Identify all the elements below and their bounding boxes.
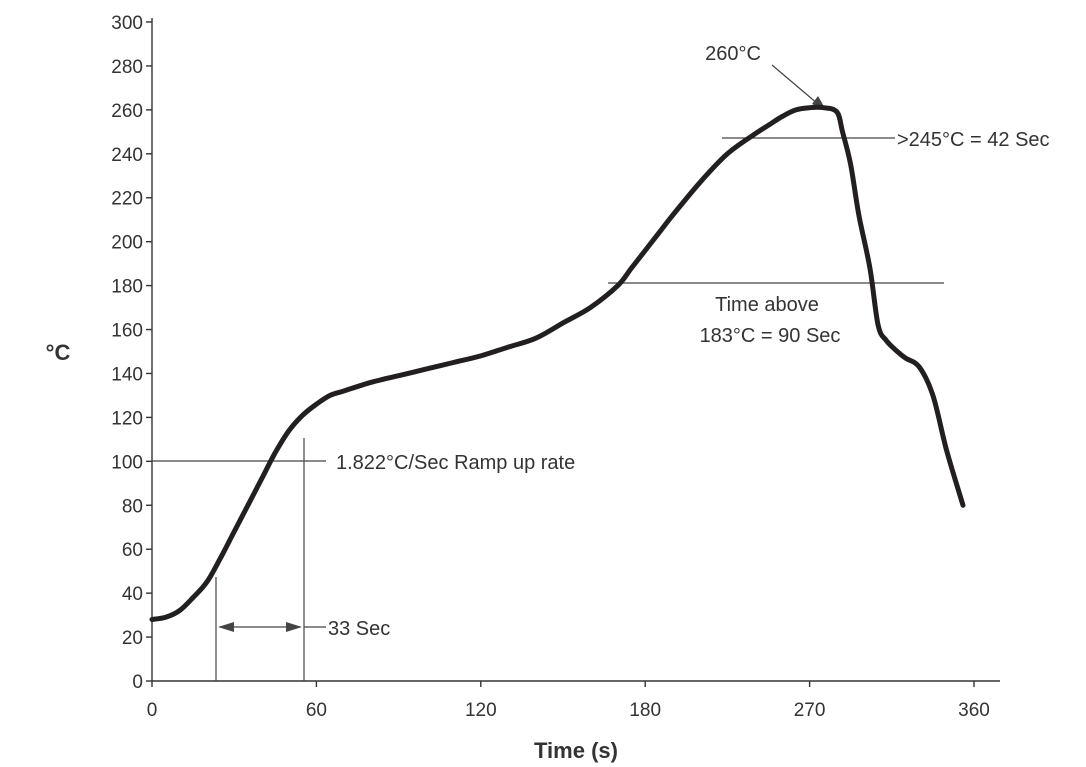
duration-arrow-left-head [218, 622, 234, 632]
y-tick-label: 240 [111, 145, 143, 166]
peak-callout-line [771, 64, 819, 105]
y-tick-label: 220 [111, 189, 143, 210]
peak-temp-label: 260°C [705, 43, 761, 65]
y-tick-label: 60 [122, 540, 143, 561]
duration-arrow-right-head [286, 622, 302, 632]
x-tick-label: 180 [629, 700, 661, 721]
y-tick-label: 180 [111, 277, 143, 298]
y-tick-label: 100 [111, 452, 143, 473]
y-tick-label: 280 [111, 57, 143, 78]
y-tick-label: 0 [132, 672, 143, 693]
time-above-183-line2: 183°C = 90 Sec [700, 325, 841, 347]
x-tick-label: 0 [147, 700, 158, 721]
y-tick-label: 200 [111, 233, 143, 254]
time-above-183-line1: Time above [715, 294, 819, 316]
x-tick-label: 360 [958, 700, 990, 721]
y-tick-label: 260 [111, 101, 143, 122]
ramp-rate-label: 1.822°C/Sec Ramp up rate [336, 452, 575, 474]
above-245-label: >245°C = 42 Sec [897, 129, 1050, 151]
x-axis-title: Time (s) [534, 738, 618, 763]
y-axis: 0 20 40 60 80 100 120 140 160 180 200 220 240 260 280 3… [111, 13, 153, 693]
y-tick-label: 160 [111, 321, 143, 342]
annotation-guides [152, 64, 944, 681]
ramp-duration-label: 33 Sec [328, 618, 390, 640]
x-tick-label: 60 [306, 700, 327, 721]
series-line-temperature [149, 104, 966, 622]
y-tick-label: 40 [122, 584, 143, 605]
y-tick-label: 120 [111, 408, 143, 429]
y-tick-label: 300 [111, 13, 143, 34]
x-tick-label: 120 [465, 700, 497, 721]
y-axis-title: °C [46, 340, 71, 365]
y-tick-label: 80 [122, 496, 143, 517]
x-axis: 0 60 120 180 270 360 [147, 680, 1000, 721]
x-tick-label: 270 [794, 700, 826, 721]
y-tick-label: 20 [122, 628, 143, 649]
y-tick-label: 140 [111, 364, 143, 385]
